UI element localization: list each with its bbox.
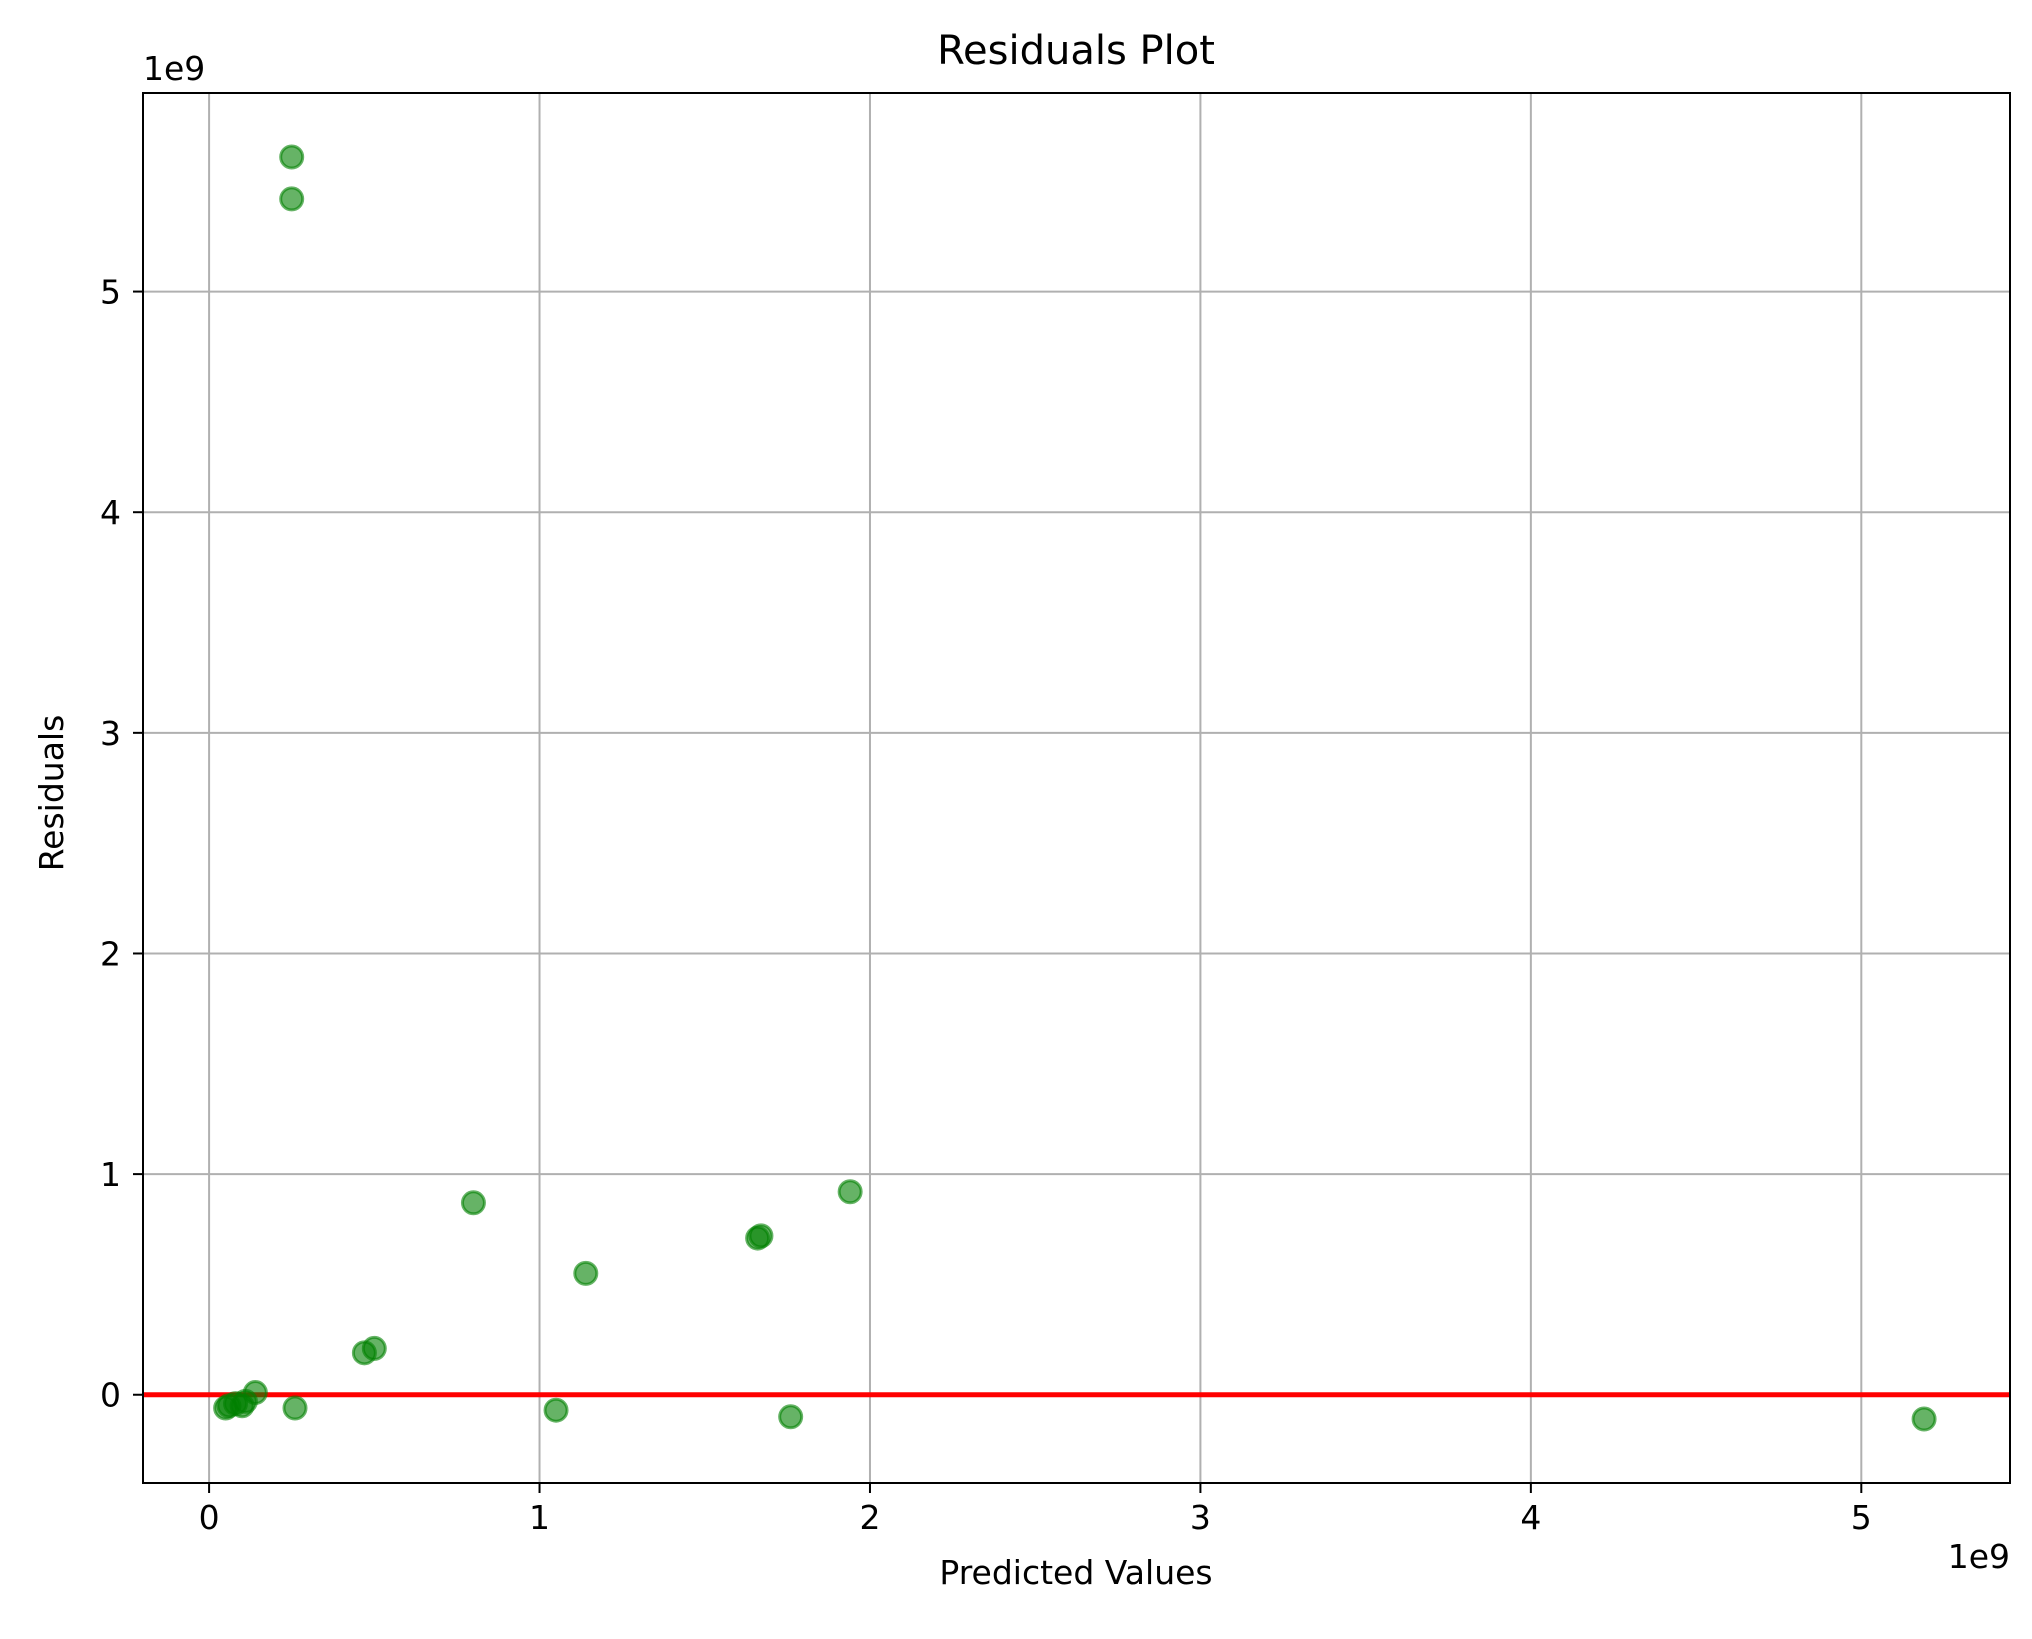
- y-tick-label: 5: [100, 273, 121, 312]
- scatter-point: [748, 1223, 774, 1249]
- x-tick-label: 3: [1190, 1498, 1211, 1537]
- y-tick-label: 2: [100, 934, 121, 973]
- y-axis-label: Residuals: [32, 715, 71, 872]
- y-tick-label: 3: [100, 714, 121, 753]
- scatter-point: [361, 1335, 387, 1361]
- scatter-point: [242, 1380, 268, 1406]
- scatter-point: [837, 1179, 863, 1205]
- x-tick-label: 1: [529, 1498, 550, 1537]
- x-axis-offset-label: 1e9: [1948, 1537, 2010, 1576]
- scatter-point: [282, 1395, 308, 1421]
- x-tick-label: 5: [1851, 1498, 1872, 1537]
- scatter-point: [460, 1190, 486, 1216]
- data-points: [213, 144, 1937, 1432]
- y-tick-label: 4: [100, 493, 121, 532]
- scatter-point: [279, 186, 305, 212]
- y-tick-label: 0: [100, 1376, 121, 1415]
- axis-ticks: 0 1 2 3 4 5 0 1 2 3 4 5: [100, 273, 1872, 1537]
- y-axis-offset-label: 1e9: [143, 49, 205, 88]
- chart-title: Residuals Plot: [937, 28, 1215, 74]
- y-tick-label: 1: [100, 1155, 121, 1194]
- scatter-point: [543, 1397, 569, 1423]
- x-tick-label: 4: [1520, 1498, 1541, 1537]
- scatter-point: [778, 1404, 804, 1430]
- x-tick-label: 0: [199, 1498, 220, 1537]
- x-tick-label: 2: [859, 1498, 880, 1537]
- x-axis-label: Predicted Values: [939, 1553, 1212, 1592]
- scatter-point: [573, 1260, 599, 1286]
- plot-area-frame: [142, 92, 2011, 1484]
- scatter-point: [279, 144, 305, 170]
- scatter-point: [1911, 1406, 1937, 1432]
